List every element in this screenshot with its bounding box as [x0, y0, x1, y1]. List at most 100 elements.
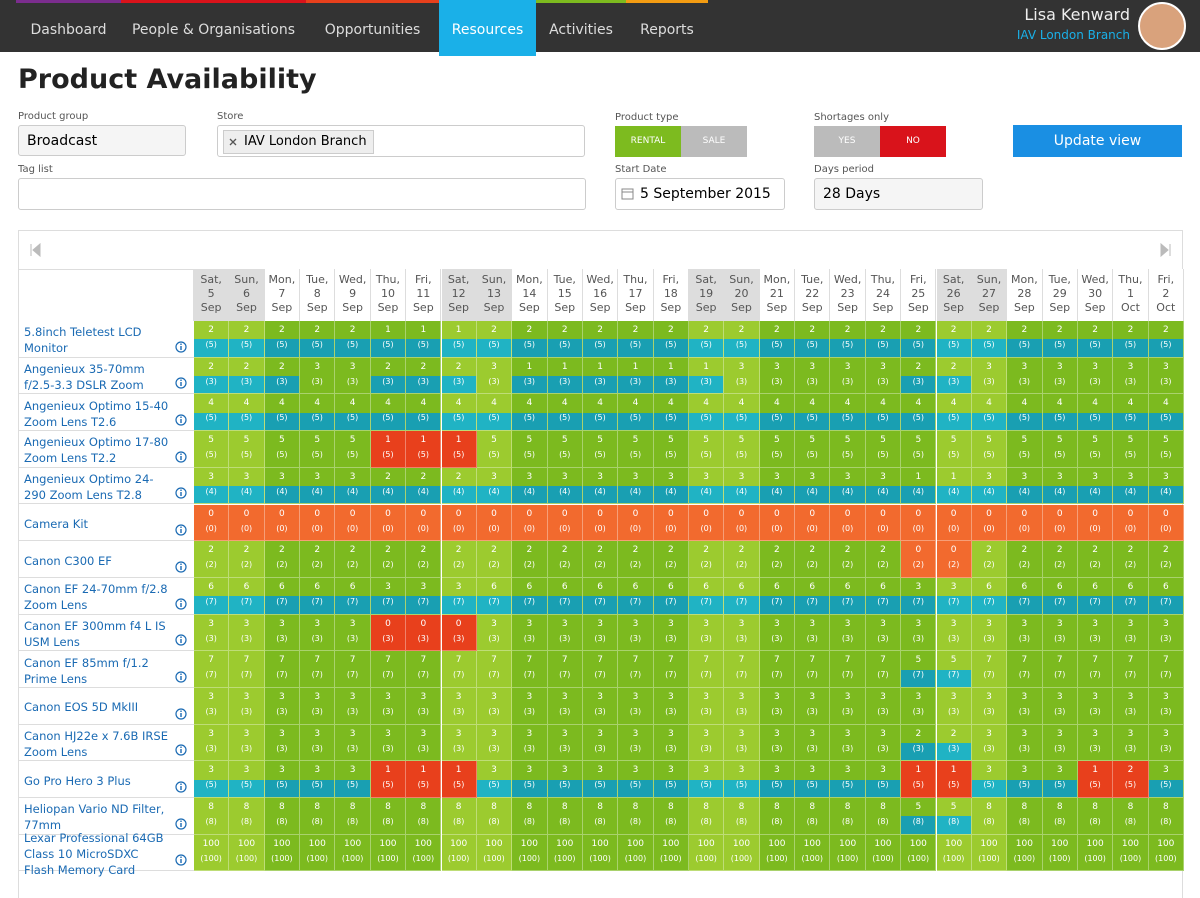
nav-item[interactable]: Opportunities	[306, 0, 439, 52]
available-count: 3	[314, 361, 321, 372]
availability-cell: 3 (4)	[1113, 467, 1149, 505]
avatar[interactable]	[1138, 2, 1186, 50]
nav-bar: Lisa Kenward IAV London Branch Dashboard…	[0, 0, 1200, 56]
total-count: (5)	[240, 450, 253, 460]
product-name[interactable]: Angenieux 35-70mm f/2.5-3.3 DSLR Zoom	[24, 362, 145, 393]
total-count: (5)	[523, 413, 536, 423]
nav-item[interactable]: Resources	[439, 0, 536, 56]
info-icon[interactable]	[175, 744, 187, 756]
availability-cell: 8 (8)	[689, 798, 725, 835]
booking-band	[476, 486, 512, 504]
availability-cell: 2 (2)	[264, 541, 301, 578]
tag-input[interactable]	[18, 178, 586, 210]
toggle-option[interactable]: YES	[814, 126, 880, 157]
product-name[interactable]: Angenieux Optimo 17-80 Zoom Lens T2.2	[24, 435, 169, 466]
info-icon[interactable]	[175, 377, 187, 389]
available-count: 3	[986, 765, 992, 776]
available-count: 4	[950, 398, 957, 409]
next-icon[interactable]	[1160, 243, 1172, 257]
available-count: 3	[1162, 618, 1169, 629]
available-count: 100	[1121, 838, 1140, 849]
product-name[interactable]: Go Pro Hero 3 Plus	[24, 773, 131, 788]
product-name[interactable]: Lexar Professional 64GB Class 10 MicroSD…	[24, 831, 164, 878]
toggle-option[interactable]: RENTAL	[615, 126, 681, 157]
available-count: 100	[414, 838, 432, 849]
product-name[interactable]: Heliopan Vario ND Filter, 77mm	[24, 802, 165, 833]
total-count: (7)	[205, 596, 217, 606]
availability-cell: 2 (5)	[547, 321, 583, 358]
info-icon[interactable]	[175, 854, 187, 867]
product-name[interactable]: 5.8inch Teletest LCD Monitor	[24, 325, 142, 356]
info-icon[interactable]	[175, 597, 187, 610]
info-icon[interactable]	[175, 487, 187, 500]
day-header-text: Sep	[731, 301, 752, 314]
info-icon[interactable]	[175, 708, 187, 720]
store-input[interactable]: IAV London Branch	[217, 125, 585, 157]
product-name[interactable]: Canon EF 300mm f4 L IS USM Lens	[24, 618, 166, 649]
availability-cell: 2 (2)	[830, 541, 866, 578]
available-count: 3	[491, 361, 497, 372]
available-count: 8	[597, 802, 603, 813]
product-name[interactable]: Canon EF 85mm f/1.2 Prime Lens	[24, 655, 149, 686]
availability-cell: 6 (7)	[264, 577, 301, 615]
nav-item[interactable]: Dashboard	[16, 0, 121, 52]
product-name-cell: Heliopan Vario ND Filter, 77mm	[19, 798, 194, 835]
nav-item[interactable]: Reports	[626, 0, 708, 52]
booking-band	[865, 596, 901, 614]
available-count: 4	[880, 398, 886, 409]
info-icon[interactable]	[175, 561, 187, 573]
booking-band	[971, 596, 1007, 614]
available-count: 3	[844, 692, 851, 702]
select[interactable]: 28 Days	[814, 178, 983, 210]
total-count: (3)	[948, 743, 960, 753]
info-icon[interactable]	[175, 781, 187, 793]
product-name[interactable]: Canon HJ22e x 7.6B IRSE Zoom Lens	[24, 729, 168, 760]
available-count: 3	[667, 471, 674, 482]
select[interactable]: Broadcast	[18, 125, 186, 156]
availability-cell: 4 (5)	[370, 394, 407, 432]
update-button[interactable]: Update view	[1013, 125, 1182, 157]
info-icon[interactable]	[175, 524, 187, 536]
user-branch[interactable]: IAV London Branch	[1016, 28, 1130, 42]
total-count: (0)	[453, 523, 465, 533]
available-count: 2	[349, 545, 356, 556]
product-name[interactable]: Angenieux Optimo 24-290 Zoom Lens T2.8	[24, 472, 154, 503]
info-icon[interactable]	[175, 451, 187, 463]
info-icon[interactable]	[175, 341, 187, 353]
prev-icon[interactable]	[29, 243, 41, 257]
tag-remove-icon[interactable]	[229, 138, 237, 146]
availability-cell: 3 (3)	[830, 724, 866, 762]
available-count: 5	[1056, 435, 1063, 446]
day-header-text: Sep	[801, 301, 823, 314]
availability-cell: 4 (5)	[264, 394, 301, 432]
product-name[interactable]: Canon C300 EF	[24, 553, 112, 568]
info-icon[interactable]	[175, 671, 187, 683]
product-name[interactable]: Canon EF 24-70mm f/2.8 Zoom Lens	[24, 582, 168, 613]
info-icon[interactable]	[175, 414, 187, 426]
info-icon[interactable]	[175, 634, 187, 646]
booking-band	[936, 339, 971, 357]
total-count: (2)	[771, 560, 783, 570]
date-input[interactable]: 5 September 2015	[615, 178, 785, 210]
nav-item[interactable]: People & Organisations	[121, 0, 306, 52]
nav-item[interactable]: Activities	[536, 0, 626, 52]
booking-band	[901, 412, 936, 431]
availability-cell: 3 (3)	[689, 614, 725, 652]
toggle-option[interactable]: SALE	[681, 126, 747, 157]
product-name[interactable]: Canon EOS 5D MkIII	[24, 700, 139, 715]
availability-cell: 0 (0)	[1077, 504, 1114, 542]
total-count: (4)	[311, 486, 323, 496]
day-header-text: 11	[416, 287, 431, 300]
day-header-text: Sun,	[976, 273, 1002, 286]
available-count: 0	[950, 508, 957, 519]
availability-cell: 7 (7)	[264, 651, 301, 688]
total-count: (5)	[700, 340, 712, 349]
info-icon[interactable]	[175, 818, 187, 830]
store-tag[interactable]: IAV London Branch	[223, 130, 374, 154]
product-name[interactable]: Camera Kit	[24, 516, 89, 531]
toggle-option[interactable]: NO	[880, 126, 946, 157]
available-count: 3	[279, 765, 285, 776]
available-count: 3	[279, 728, 285, 739]
booking-band	[582, 596, 618, 614]
product-name[interactable]: Angenieux Optimo 15-40 Zoom Lens T2.6	[24, 398, 169, 429]
